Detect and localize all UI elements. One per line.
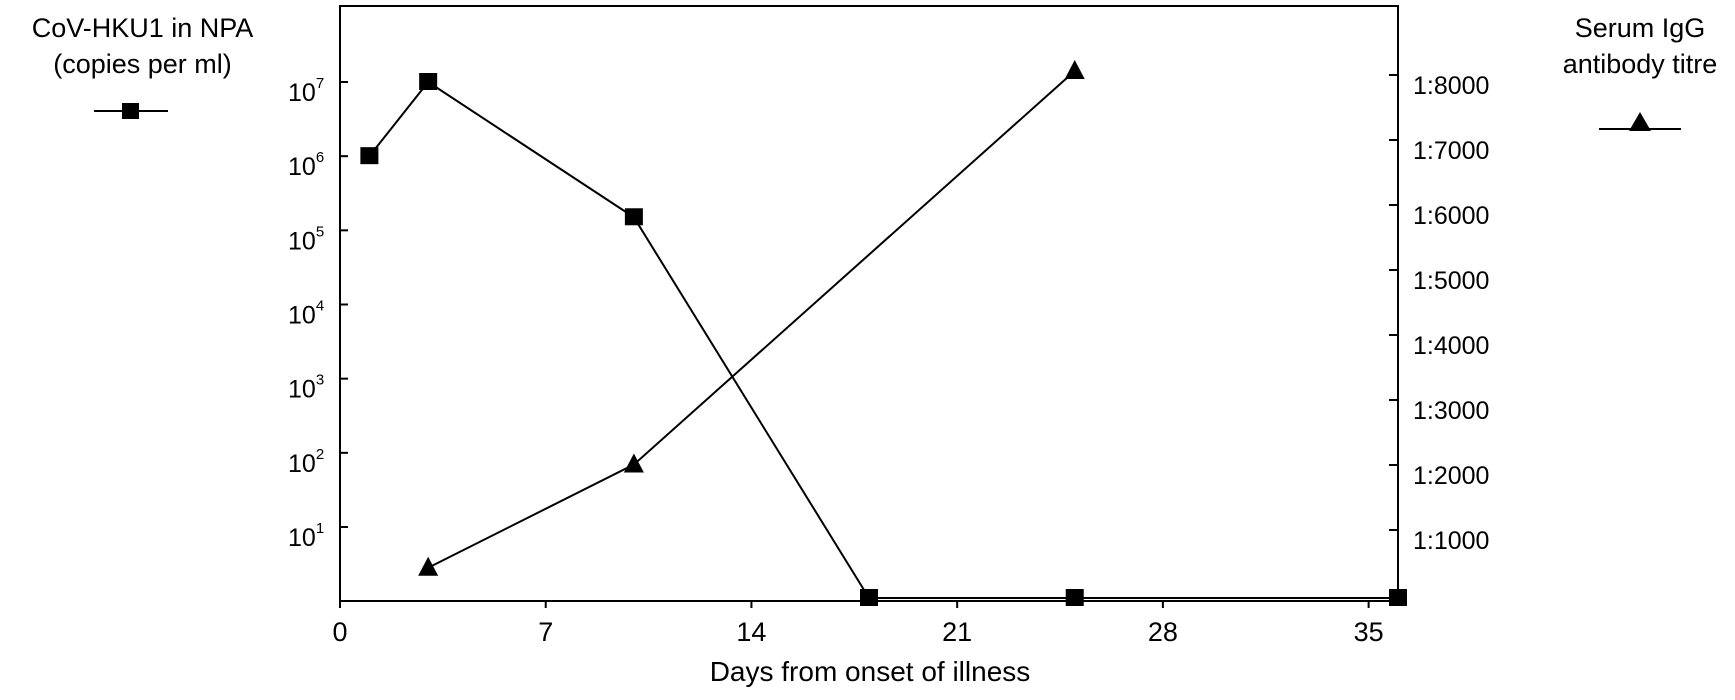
x-tick-label: 14 [736, 617, 766, 647]
right-tick-label: 1:6000 [1413, 202, 1489, 230]
left-tick-label: 102 [288, 446, 324, 478]
x-tick-label: 21 [942, 617, 972, 647]
right-tick-label: 1:7000 [1413, 137, 1489, 165]
right-tick-label: 1:2000 [1413, 462, 1489, 490]
right-tick-label: 1:8000 [1413, 72, 1489, 100]
left-tick-label: 105 [288, 223, 324, 255]
chart-plot: 101 102 103 104 105 106 107 1:1000 1:2000 1:3000… [0, 0, 1735, 650]
x-tick-label: 35 [1354, 617, 1384, 647]
left-tick-label: 101 [288, 520, 324, 552]
right-axis-ticks: 1:1000 1:2000 1:3000 1:4000 1:5000 1:6000 1:70… [1389, 72, 1489, 555]
viral-load-point [860, 589, 878, 606]
x-axis-ticks: 0 7 14 21 28 35 [332, 601, 1383, 647]
viral-load-point [1389, 589, 1407, 606]
x-axis-title: Days from onset of illness [560, 656, 1180, 688]
x-tick-label: 7 [538, 617, 553, 647]
plot-border [340, 6, 1398, 601]
plot-frame [340, 6, 1398, 601]
viral-load-point [1066, 589, 1084, 606]
viral-load-point [360, 147, 378, 164]
right-tick-label: 1:4000 [1413, 332, 1489, 360]
antibody-titre-point [418, 557, 438, 576]
left-tick-label: 107 [288, 75, 324, 107]
viral-load-point [419, 73, 437, 90]
right-tick-label: 1:1000 [1413, 527, 1489, 555]
antibody-titre-point [1065, 60, 1085, 79]
left-tick-label: 103 [288, 372, 324, 404]
series-lines [369, 71, 1398, 598]
right-tick-label: 1:5000 [1413, 267, 1489, 295]
right-tick-label: 1:3000 [1413, 397, 1489, 425]
x-tick-label: 28 [1148, 617, 1178, 647]
viral-load-point [625, 208, 643, 225]
x-tick-label: 0 [332, 617, 347, 647]
left-tick-label: 104 [288, 298, 324, 330]
left-tick-label: 106 [288, 149, 324, 181]
antibody-titre-point [624, 454, 644, 473]
